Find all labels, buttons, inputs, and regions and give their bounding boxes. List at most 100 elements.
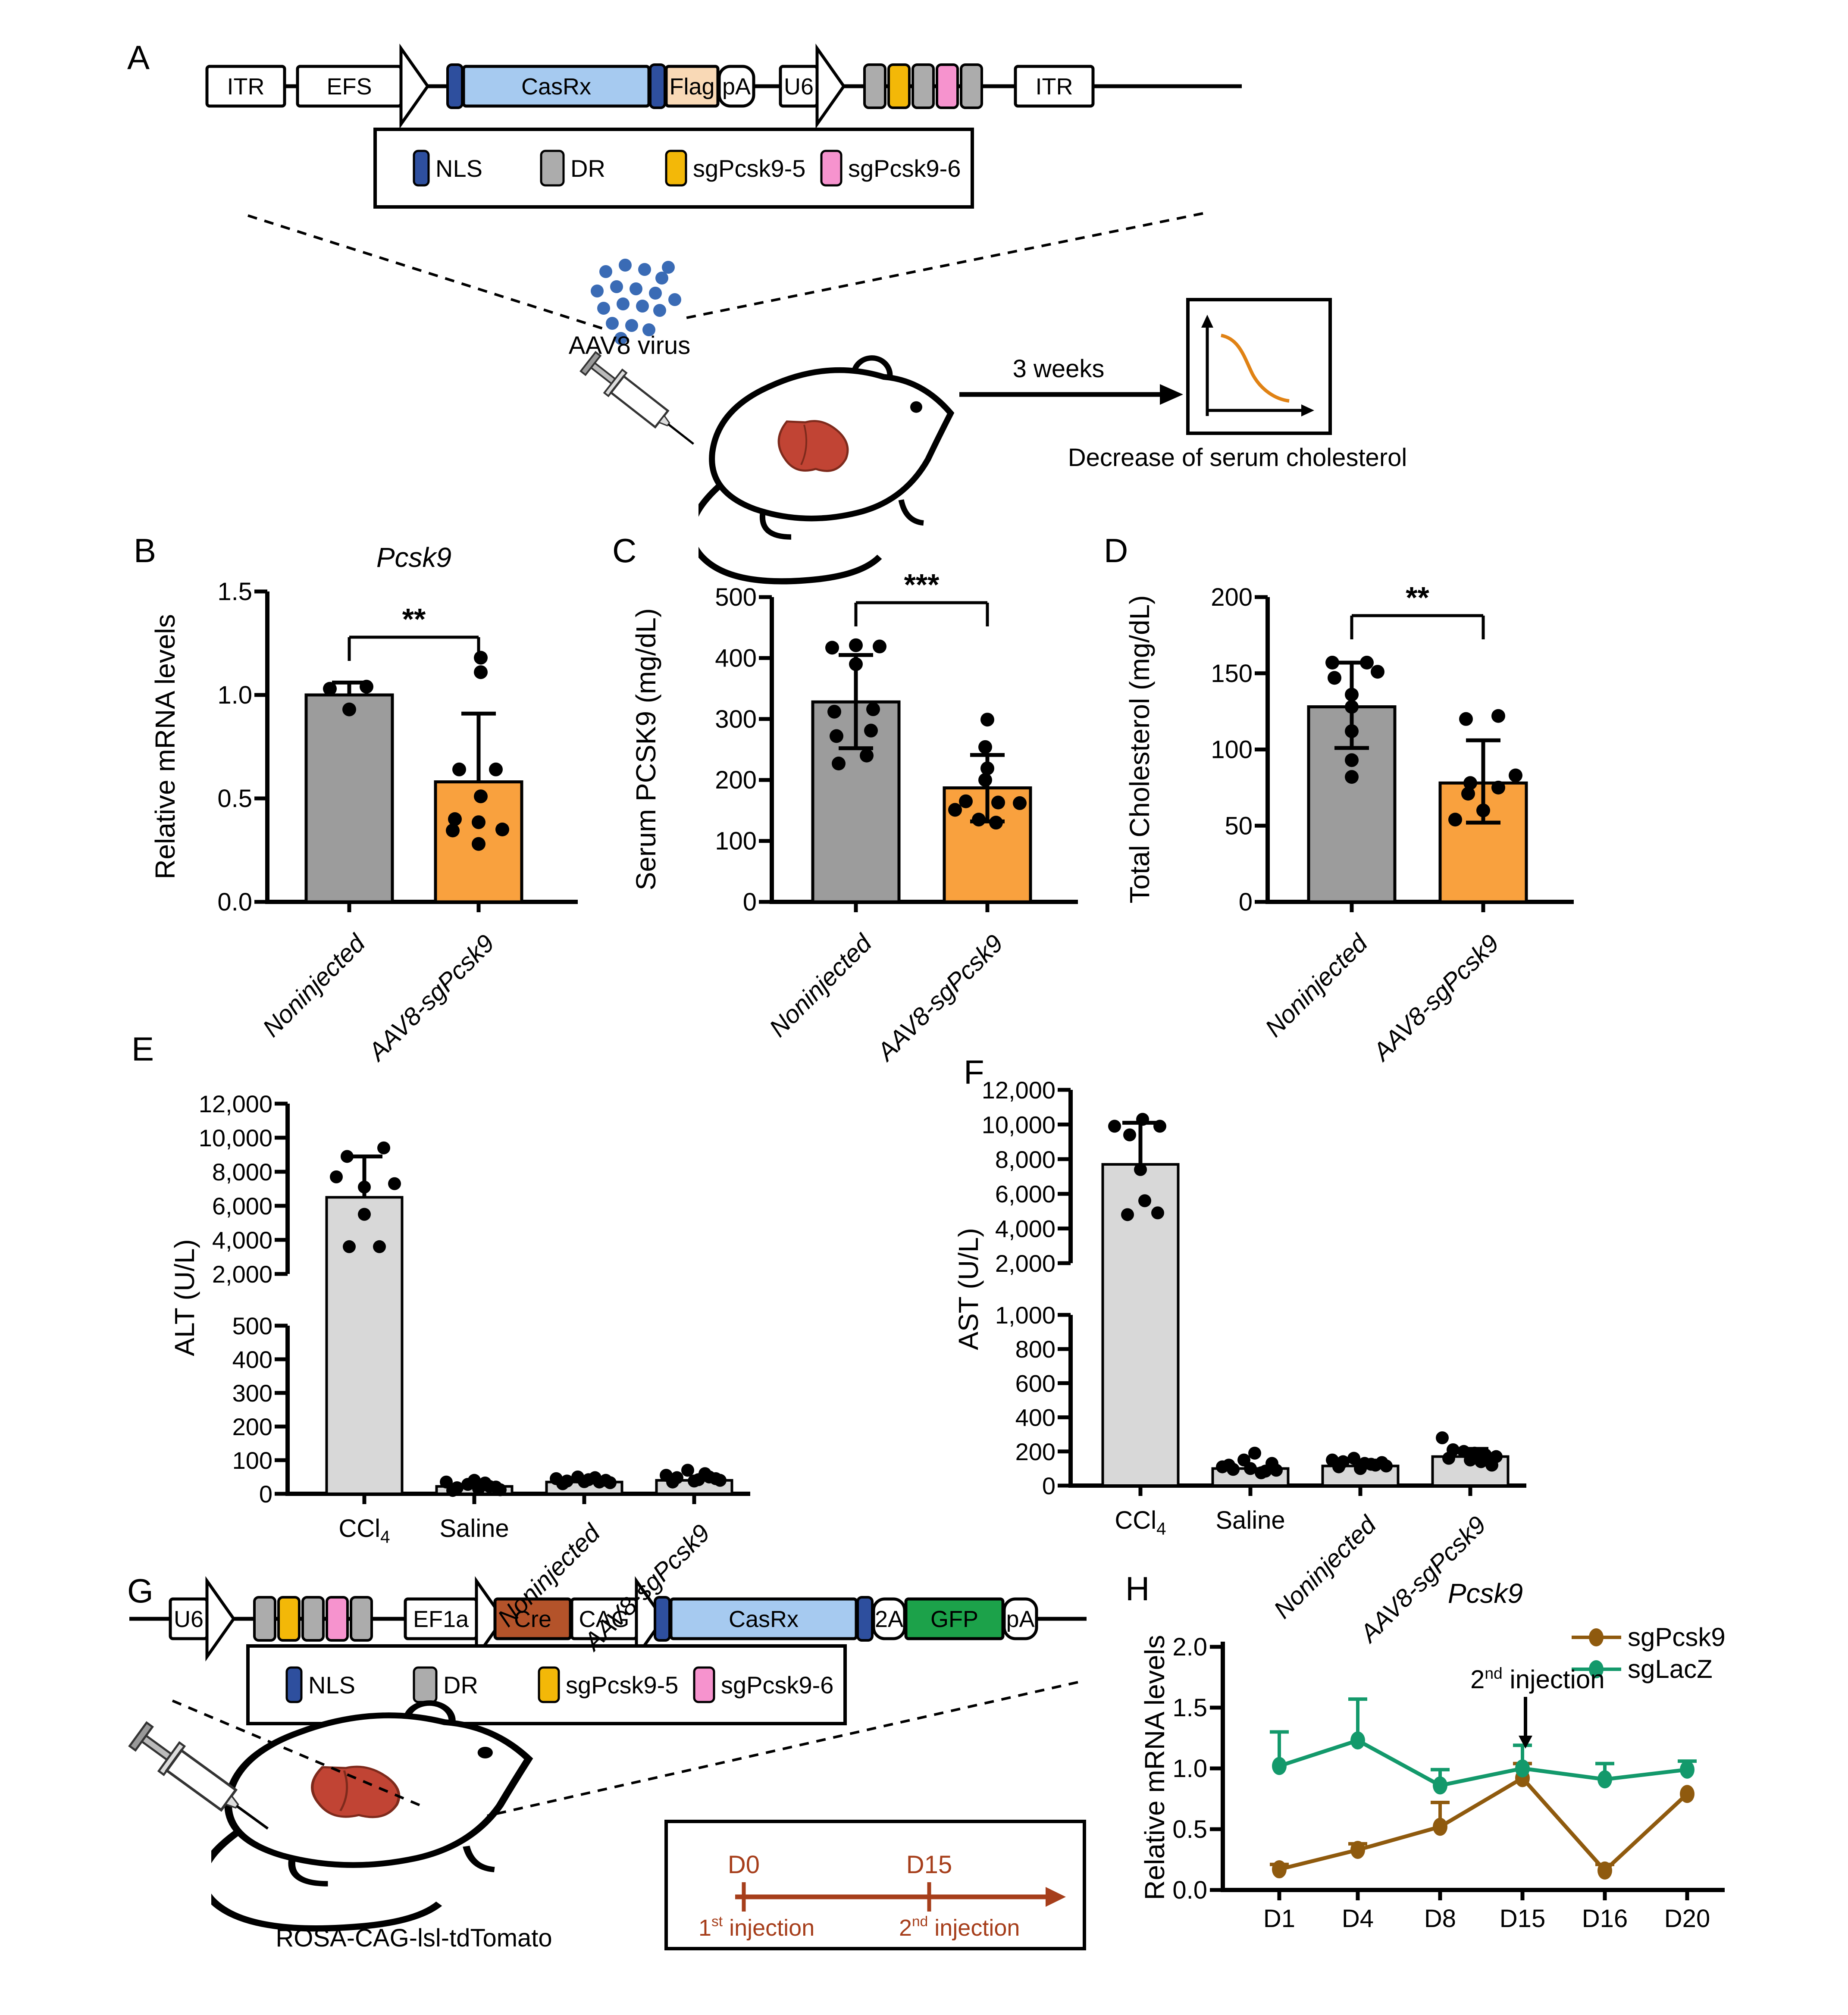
data-dot [578,1475,591,1488]
data-dot [1375,1456,1388,1469]
annotation-arrowhead-icon [1519,1736,1532,1749]
data-dot [468,1474,481,1487]
data-dot [472,837,485,851]
y-tick-label: 0 [1239,888,1253,916]
panel-d-label: D [1104,532,1128,569]
y-tick-label: 400 [715,644,757,672]
chart-c: 0 100 200 300 400 500 Serum PCSK9 (mg/dL) Nonin… [630,568,1078,1067]
data-dot [1485,1458,1498,1472]
mini-xaxis-arrowhead-icon [1301,404,1314,416]
virus-particle-icon [655,272,668,285]
data-dot [698,1467,711,1480]
construct-segment-label: Flag [669,74,714,100]
legend-marker-icon [1589,1628,1604,1646]
y-axis-title: Relative mRNA levels [1139,1635,1170,1900]
data-point-sgpcsk9 [1433,1818,1447,1836]
aav8-virus-caption: AAV8 virus [568,332,691,360]
y-tick-label: 400 [232,1346,273,1373]
data-dot [1509,768,1522,782]
x-tick-label: D20 [1664,1905,1710,1933]
data-dot [709,1472,722,1485]
cholesterol-caption: Decrease of serum cholesterol [1068,444,1407,472]
x-category-label: CCl4 [1115,1506,1166,1539]
data-dot [323,682,337,696]
data-point-sgpcsk9 [1350,1840,1365,1859]
virus-particle-icon [597,302,610,315]
mouse-liver [777,420,849,472]
declining-curve [1221,334,1290,403]
y-tick-label: 150 [1211,660,1253,688]
funnel-dash-right [684,212,1203,319]
data-dot [1476,803,1490,817]
data-dot [1491,780,1505,795]
panel-a-label: A [127,38,150,76]
sig-stars: ** [402,602,426,636]
data-dot [330,1170,343,1183]
panel-g-label: G [127,1572,153,1610]
y-tick-label: 300 [232,1380,273,1407]
data-dot [489,1480,502,1494]
legend-label: DR [443,1671,478,1699]
mouse-eye [477,1746,493,1758]
y-tick-label: 8,000 [995,1146,1056,1173]
x-category-label: Noninjected [1260,929,1374,1042]
legend-swatch-sgpcsk9-5 [665,150,687,187]
y-tick-label: 10,000 [982,1111,1056,1138]
data-dot [1354,1462,1367,1475]
nls-block-icon [654,1596,671,1642]
y-tick-label: 4,000 [995,1215,1056,1242]
guide-block-icon [936,63,959,109]
promoter-arrowhead-icon [815,43,846,129]
data-dot [360,679,373,694]
data-point-sglacz [1350,1731,1365,1750]
data-point-sglacz [1515,1759,1530,1777]
data-dot [1108,1120,1121,1133]
virus-particle-icon [619,259,632,272]
panel-c-label: C [612,532,637,569]
y-tick-label: 2,000 [212,1261,273,1288]
data-dot [448,812,462,826]
data-point-sglacz [1597,1770,1612,1789]
virus-particle-icon [591,285,604,297]
x-tick-label: D8 [1424,1905,1456,1933]
syringe-barrel [165,1749,238,1812]
data-dot [1121,1208,1134,1221]
data-dot [489,762,503,776]
data-dot [980,761,994,776]
chart-e: 2,000 4,000 6,000 8,000 10,000 12,000 0 100 200 3… [169,1090,750,1657]
data-dot [1365,1458,1378,1471]
promoter-arrowhead-icon [635,1576,665,1662]
data-point-sglacz [1272,1757,1287,1775]
syringe-g [128,1721,269,1830]
y-tick-label: 12,000 [982,1076,1056,1104]
y-tick-label: 200 [1015,1438,1056,1465]
data-dot [556,1477,569,1490]
data-dot [1325,656,1339,670]
chart-f: 2,000 4,000 6,000 8,000 10,000 12,000 0 200 400 6… [953,1076,1526,1649]
construct-pa-box [717,65,755,108]
data-dot [1345,700,1359,714]
y-tick-label: 6,000 [995,1180,1056,1208]
x-category-label: Saline [1215,1506,1285,1534]
construct-segment-label: U6 [174,1606,204,1632]
bar-ccl4 [1101,1163,1180,1487]
x-category-label: CCl4 [338,1514,390,1547]
virus-particle-icon [653,304,666,317]
virus-particle-icon [625,319,638,332]
y-tick-label: 4,000 [212,1227,273,1254]
bar-ccl4 [325,1196,404,1495]
data-dot [1459,712,1473,726]
mouse-a-group [698,355,955,585]
construct-segment-label: CAG [579,1606,629,1632]
y-tick-label: 600 [1015,1370,1056,1397]
data-dot [474,665,488,679]
y-tick-label: 0 [259,1480,273,1508]
data-dot [1153,1120,1166,1133]
y-tick-label: 500 [232,1312,273,1339]
legend-label: sgPcsk9-5 [693,155,805,182]
syringe-needle [236,1805,269,1830]
nls-block-icon [649,63,666,109]
data-point-sgpcsk9 [1272,1860,1287,1879]
data-dot [1442,1452,1455,1465]
